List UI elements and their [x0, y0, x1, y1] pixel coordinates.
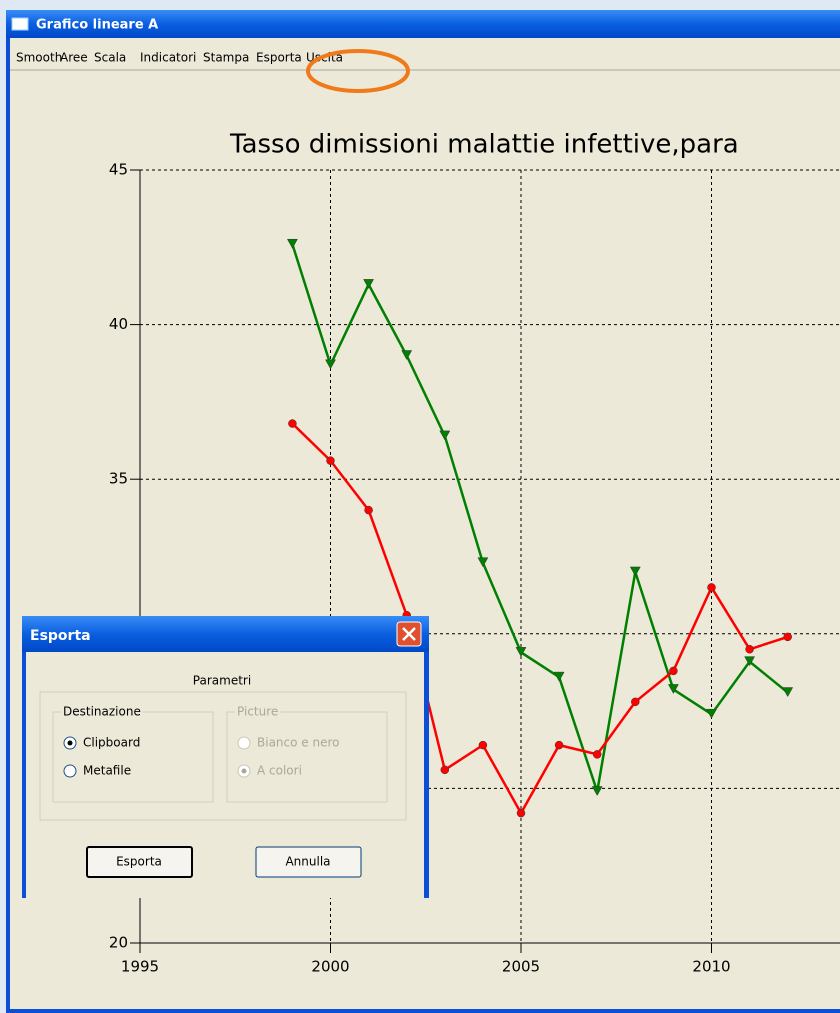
radio-label[interactable]: Clipboard — [83, 736, 140, 750]
dialog-title: Esporta — [30, 628, 91, 644]
point — [515, 647, 527, 657]
point — [325, 359, 336, 370]
title-bar — [6, 10, 840, 38]
menu-item[interactable]: Esporta — [256, 51, 302, 65]
radio-button[interactable] — [63, 764, 77, 778]
point — [782, 687, 794, 698]
point — [706, 708, 717, 719]
point — [554, 740, 564, 750]
menu-item[interactable]: Scala — [94, 51, 126, 65]
outer-group — [39, 691, 407, 821]
y-tick-label: 20 — [109, 934, 128, 952]
point — [401, 350, 413, 361]
menu-item[interactable]: Stampa — [203, 51, 249, 65]
series-line — [291, 422, 789, 816]
group-label: Destinazione — [63, 705, 141, 719]
series-line — [291, 243, 789, 792]
point — [440, 765, 450, 775]
point — [631, 697, 640, 707]
point — [553, 671, 565, 682]
point — [288, 419, 297, 428]
point — [439, 430, 451, 441]
app-icon — [11, 17, 29, 31]
y-tick-label: 45 — [109, 161, 128, 179]
point — [783, 632, 792, 642]
point — [592, 750, 602, 759]
dialog-title-bar — [22, 616, 429, 652]
label-backdrop — [61, 704, 143, 719]
y-tick-label: 35 — [109, 470, 128, 488]
radio-dot — [67, 740, 73, 746]
point — [477, 557, 489, 568]
radio-dot — [241, 768, 247, 774]
x-tick-label: 2010 — [692, 958, 730, 976]
point — [744, 656, 756, 667]
y-tick-label: 40 — [109, 315, 128, 333]
point — [707, 583, 716, 592]
label-backdrop — [235, 704, 281, 719]
window-title: Grafico lineare A — [36, 18, 158, 33]
point — [363, 279, 375, 289]
chart-title: Tasso dimissioni malattie infettive,para — [229, 130, 739, 160]
button-label[interactable]: Esporta — [116, 855, 162, 869]
point — [669, 666, 678, 676]
radio-label: Bianco e nero — [257, 736, 339, 750]
menu-item[interactable]: Smooth — [16, 51, 62, 65]
point — [591, 786, 603, 797]
point — [516, 808, 526, 818]
group-heading: Parametri — [193, 674, 251, 688]
radio-label[interactable]: Metafile — [83, 764, 131, 778]
point — [364, 505, 373, 515]
x-tick-label: 1995 — [121, 958, 159, 976]
point — [629, 566, 641, 577]
close-icon — [402, 627, 416, 641]
point — [667, 684, 679, 694]
group-box — [226, 711, 388, 803]
button-label[interactable]: Annulla — [285, 855, 330, 869]
highlight-circle — [306, 49, 410, 93]
x-tick-label: 2005 — [502, 958, 540, 976]
radio-label: A colori — [257, 764, 302, 778]
radio-button — [237, 736, 251, 750]
button[interactable] — [86, 846, 193, 878]
group-label: Picture — [237, 705, 278, 719]
point — [745, 645, 754, 654]
point — [478, 740, 488, 750]
button[interactable] — [255, 846, 362, 878]
point — [326, 456, 335, 465]
menu-item[interactable]: Aree — [60, 51, 88, 65]
point — [286, 238, 298, 249]
x-tick-label: 2000 — [311, 958, 349, 976]
menu-item[interactable]: Indicatori — [140, 51, 196, 65]
